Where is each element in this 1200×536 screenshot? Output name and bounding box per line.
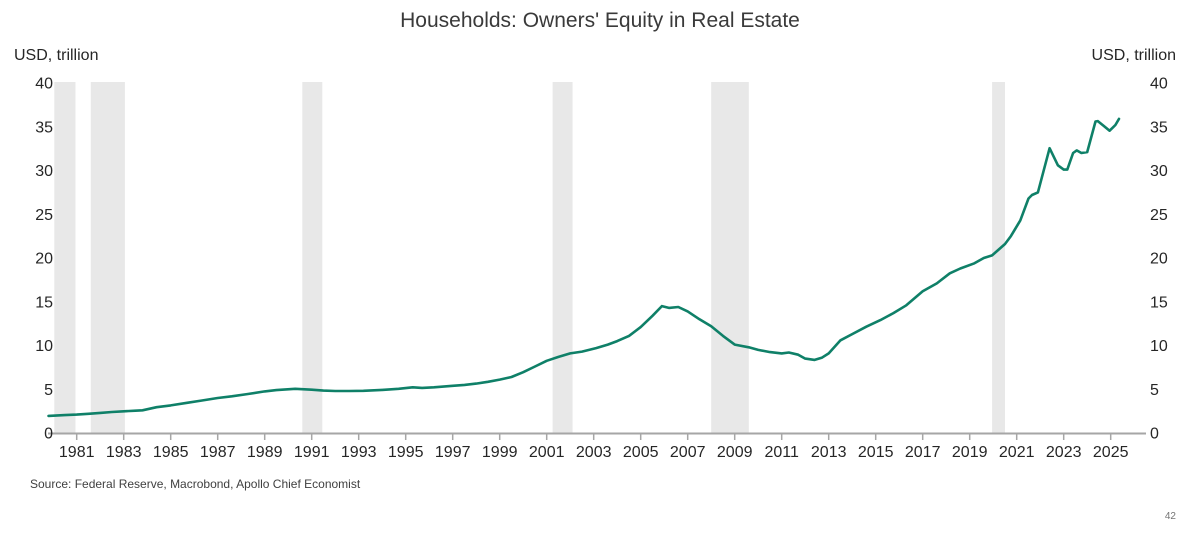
y-tick-label-right: 35 bbox=[1150, 119, 1168, 136]
x-axis: 1981 1983 1985 1987 1989 1991 1993 1995 1997 1999… bbox=[48, 432, 1146, 461]
x-tick-label: 2001 bbox=[529, 444, 565, 461]
x-tick-label: 2013 bbox=[811, 444, 847, 461]
recession-bands bbox=[54, 82, 1005, 433]
x-tick-label: 1981 bbox=[59, 444, 95, 461]
y-tick-label-left: 10 bbox=[35, 338, 53, 355]
y-tick-label-right: 5 bbox=[1150, 382, 1159, 399]
x-tick-label: 1989 bbox=[247, 444, 283, 461]
y-tick-label-left: 40 bbox=[35, 76, 53, 93]
x-tick-label: 1987 bbox=[200, 444, 236, 461]
y-tick-label-left: 30 bbox=[35, 163, 53, 180]
chart-title: Households: Owners' Equity in Real Estat… bbox=[400, 9, 800, 32]
y-tick-label-right: 15 bbox=[1150, 294, 1168, 311]
recession-band bbox=[90, 82, 125, 433]
x-tick-label: 2025 bbox=[1093, 444, 1129, 461]
x-tick-label: 1999 bbox=[482, 444, 518, 461]
x-tick-label: 2007 bbox=[670, 444, 706, 461]
x-tick-label: 2005 bbox=[623, 444, 659, 461]
y-axis-unit-left: USD, trillion bbox=[14, 47, 99, 64]
x-tick-label: 1993 bbox=[341, 444, 377, 461]
x-tick-label: 2017 bbox=[905, 444, 941, 461]
x-tick-label: 2023 bbox=[1046, 444, 1082, 461]
y-axis-labels-right: 0 5 10 15 20 25 30 35 40 bbox=[1150, 76, 1168, 443]
x-tick-label: 1995 bbox=[388, 444, 424, 461]
y-tick-label-left: 35 bbox=[35, 119, 53, 136]
x-tick-label: 1985 bbox=[153, 444, 189, 461]
y-axis-labels-left: 0 5 10 15 20 25 30 35 40 bbox=[35, 76, 53, 443]
x-tick-label: 2021 bbox=[999, 444, 1035, 461]
y-tick-label-right: 40 bbox=[1150, 76, 1168, 93]
x-tick-label: 2003 bbox=[576, 444, 612, 461]
x-tick-label: 1997 bbox=[435, 444, 471, 461]
recession-band bbox=[302, 82, 323, 433]
y-tick-label-right: 0 bbox=[1150, 426, 1159, 443]
recession-band bbox=[711, 82, 749, 433]
recession-band bbox=[54, 82, 76, 433]
y-tick-label-right: 30 bbox=[1150, 163, 1168, 180]
x-tick-label: 1991 bbox=[294, 444, 330, 461]
x-tick-label: 1983 bbox=[106, 444, 142, 461]
x-tick-label: 2019 bbox=[952, 444, 988, 461]
recession-band bbox=[552, 82, 573, 433]
page-number: 42 bbox=[1164, 511, 1176, 522]
x-tick-label: 2011 bbox=[764, 444, 799, 461]
x-tick-label: 2009 bbox=[717, 444, 753, 461]
y-tick-label-left: 20 bbox=[35, 251, 53, 268]
y-tick-label-left: 5 bbox=[44, 382, 53, 399]
y-tick-label-left: 0 bbox=[44, 426, 53, 443]
y-tick-label-right: 20 bbox=[1150, 251, 1168, 268]
y-tick-label-right: 25 bbox=[1150, 207, 1168, 224]
y-tick-label-left: 25 bbox=[35, 207, 53, 224]
recession-band bbox=[992, 82, 1005, 433]
y-tick-label-right: 10 bbox=[1150, 338, 1168, 355]
x-tick-label: 2015 bbox=[858, 444, 894, 461]
equity-line bbox=[47, 117, 1121, 418]
y-axis-unit-right: USD, trillion bbox=[1091, 47, 1176, 64]
source-note: Source: Federal Reserve, Macrobond, Apol… bbox=[30, 477, 361, 491]
y-tick-label-left: 15 bbox=[35, 294, 53, 311]
